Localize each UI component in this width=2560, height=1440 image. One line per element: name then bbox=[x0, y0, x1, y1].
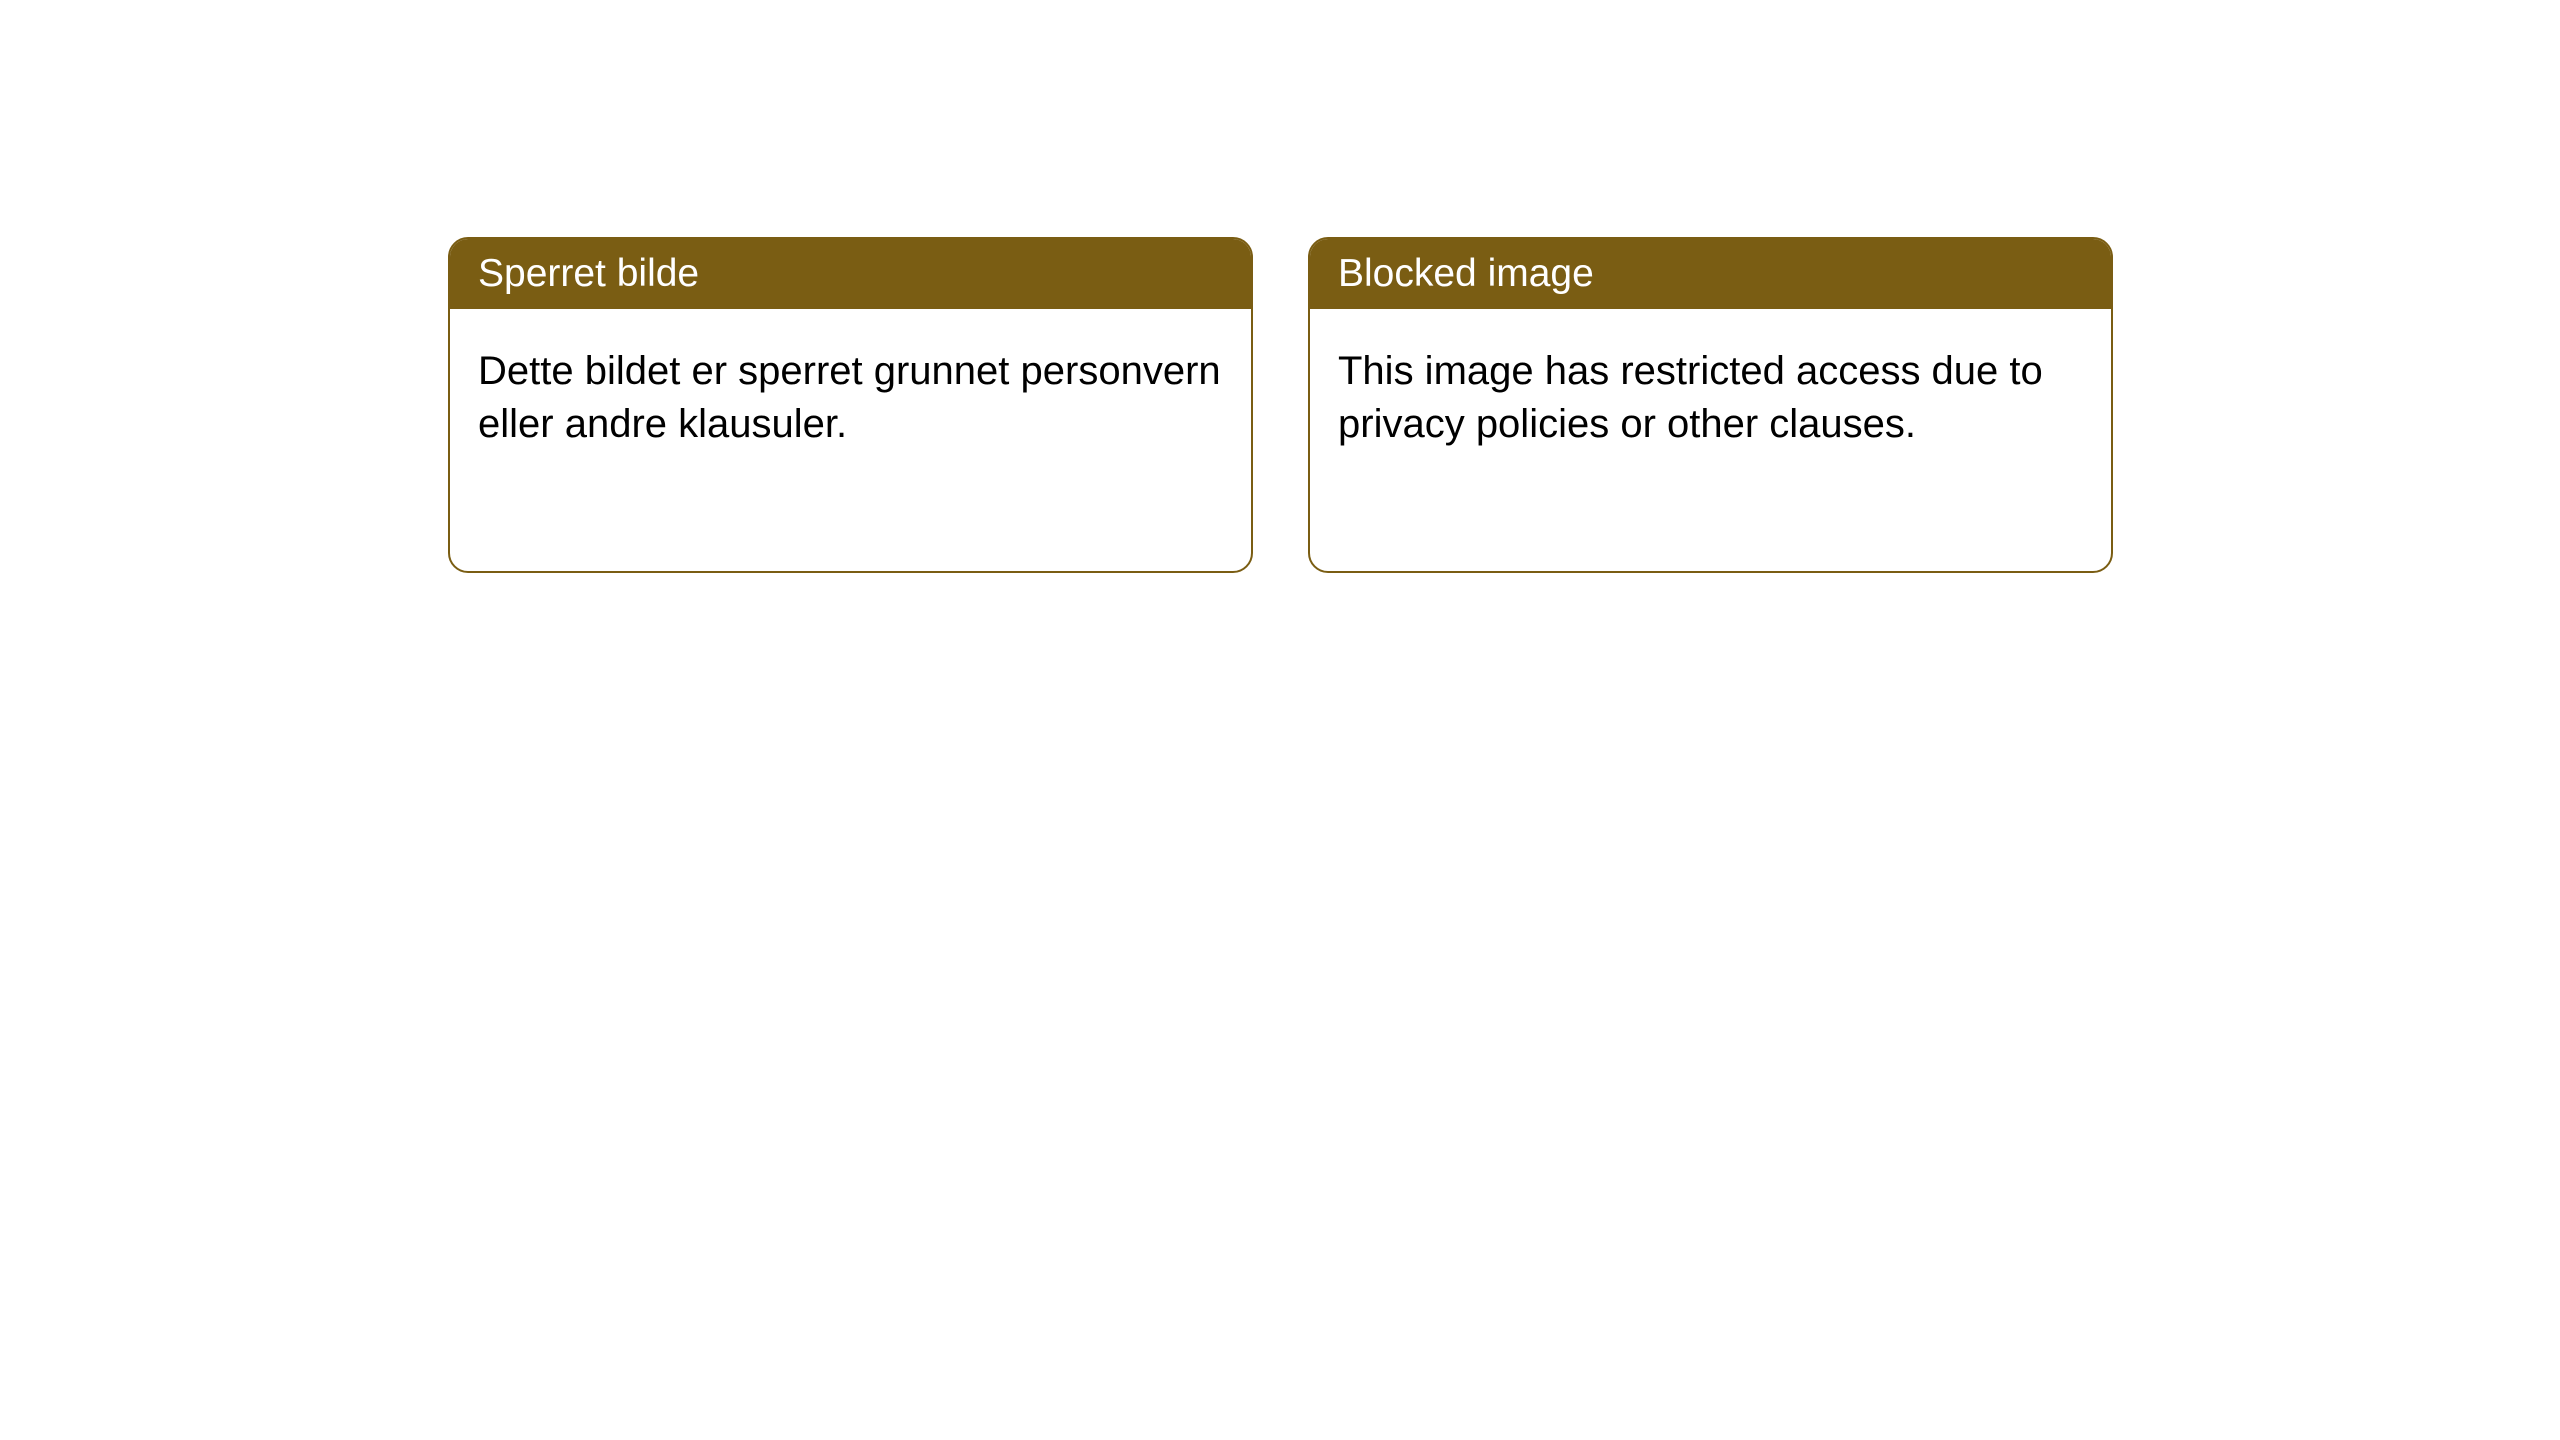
notice-header: Blocked image bbox=[1310, 239, 2111, 309]
notice-cards-container: Sperret bilde Dette bildet er sperret gr… bbox=[448, 237, 2113, 573]
notice-body: This image has restricted access due to … bbox=[1310, 309, 2111, 487]
notice-card-english: Blocked image This image has restricted … bbox=[1308, 237, 2113, 573]
notice-body: Dette bildet er sperret grunnet personve… bbox=[450, 309, 1251, 487]
notice-card-norwegian: Sperret bilde Dette bildet er sperret gr… bbox=[448, 237, 1253, 573]
notice-header: Sperret bilde bbox=[450, 239, 1251, 309]
